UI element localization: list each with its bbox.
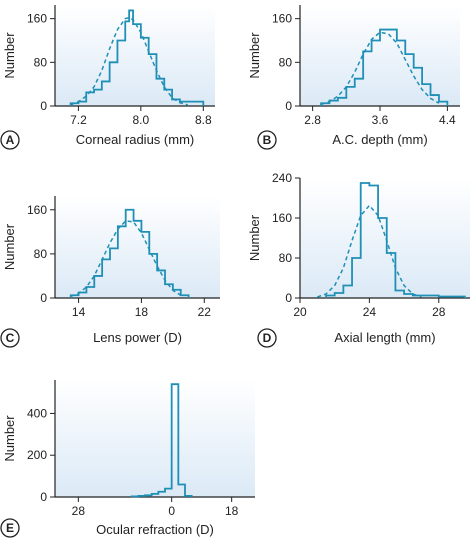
histogram-series bbox=[325, 182, 466, 298]
fitted-curve-series bbox=[320, 31, 440, 106]
x-tick-label: 14 bbox=[72, 305, 86, 319]
y-tick-label: 80 bbox=[34, 55, 48, 69]
chart-panel-e: 0 200 400 28 0 18 Number Ocular refraction (D) E bbox=[0, 380, 255, 538]
x-axis-title: Ocular refraction (D) bbox=[96, 522, 214, 537]
x-tick-label: 2.8 bbox=[304, 113, 321, 127]
x-axis-title: Corneal radius (mm) bbox=[76, 132, 194, 147]
y-axis-title: Number bbox=[2, 415, 17, 462]
y-axis-title: Number bbox=[247, 32, 262, 79]
y-tick-label: 80 bbox=[34, 247, 48, 261]
panel-badge-circle bbox=[0, 328, 20, 348]
x-tick-label: 18 bbox=[135, 305, 149, 319]
panel-badge-circle bbox=[0, 130, 20, 150]
y-tick-label: 80 bbox=[279, 55, 293, 69]
y-tick-label: 0 bbox=[285, 99, 292, 113]
panel-badge-label: D bbox=[263, 331, 272, 345]
x-tick-label: 3.6 bbox=[372, 113, 389, 127]
y-axis-title: Number bbox=[247, 214, 262, 261]
y-axis-title: Number bbox=[2, 223, 17, 270]
x-tick-label: 28 bbox=[72, 504, 86, 518]
charts-layer: 0 80 160 7.2 8.0 8.8 Number Corneal radius (mm)… bbox=[0, 5, 470, 538]
y-tick-label: 160 bbox=[27, 203, 47, 217]
panel-badge-label: C bbox=[6, 331, 15, 345]
y-tick-label: 0 bbox=[40, 99, 47, 113]
x-tick-label: 20 bbox=[293, 305, 307, 319]
x-tick-label: 8.0 bbox=[133, 113, 150, 127]
chart-panel-b: 0 80 160 2.8 3.6 4.4 Number A.C. depth (mm) B bbox=[247, 5, 460, 150]
chart-panel-a: 0 80 160 7.2 8.0 8.8 Number Corneal radius (mm)… bbox=[0, 5, 215, 150]
x-tick-label: 28 bbox=[432, 305, 446, 319]
y-tick-label: 240 bbox=[272, 171, 292, 185]
x-tick-label: 8.8 bbox=[195, 113, 212, 127]
y-tick-label: 160 bbox=[272, 12, 292, 26]
x-tick-label: 7.2 bbox=[70, 113, 87, 127]
panel-badge-circle bbox=[257, 130, 277, 150]
x-tick-label: 0 bbox=[168, 504, 175, 518]
x-axis-title: Axial length (mm) bbox=[334, 330, 435, 345]
y-tick-label: 400 bbox=[27, 406, 47, 420]
plot-background bbox=[300, 178, 470, 298]
x-axis-title: A.C. depth (mm) bbox=[332, 132, 427, 147]
panel-badge-circle bbox=[257, 328, 277, 348]
x-tick-label: 22 bbox=[198, 305, 212, 319]
histogram-series bbox=[130, 383, 193, 498]
histogram-series bbox=[69, 208, 190, 298]
y-tick-label: 0 bbox=[40, 291, 47, 305]
x-tick-label: 4.4 bbox=[439, 113, 456, 127]
chart-panel-c: 0 80 160 14 18 22 Number Lens power (D) C bbox=[0, 196, 220, 348]
y-tick-label: 0 bbox=[40, 490, 47, 504]
fitted-curve-series bbox=[70, 16, 188, 106]
panel-badge-circle bbox=[0, 518, 20, 538]
x-tick-label: 18 bbox=[225, 504, 239, 518]
plot-background bbox=[55, 380, 255, 497]
chart-panel-d: 0 80 160 240 20 24 28 Number Axial length (mm) D bbox=[247, 171, 470, 348]
y-tick-label: 200 bbox=[27, 448, 47, 462]
fitted-curve-series bbox=[317, 204, 422, 298]
plot-background bbox=[55, 5, 215, 106]
y-axis-title: Number bbox=[2, 32, 17, 79]
plot-background bbox=[55, 196, 220, 298]
panel-badge-label: A bbox=[6, 133, 15, 147]
x-tick-label: 24 bbox=[363, 305, 377, 319]
y-tick-label: 160 bbox=[272, 211, 292, 225]
fitted-curve-series bbox=[70, 220, 182, 298]
panel-badge-label: B bbox=[263, 133, 272, 147]
y-tick-label: 80 bbox=[279, 251, 293, 265]
histogram-series bbox=[320, 28, 449, 106]
y-tick-label: 0 bbox=[285, 291, 292, 305]
y-tick-label: 160 bbox=[27, 12, 47, 26]
panel-badge-label: E bbox=[6, 521, 14, 535]
plot-background bbox=[300, 5, 460, 106]
x-axis-title: Lens power (D) bbox=[93, 330, 182, 345]
